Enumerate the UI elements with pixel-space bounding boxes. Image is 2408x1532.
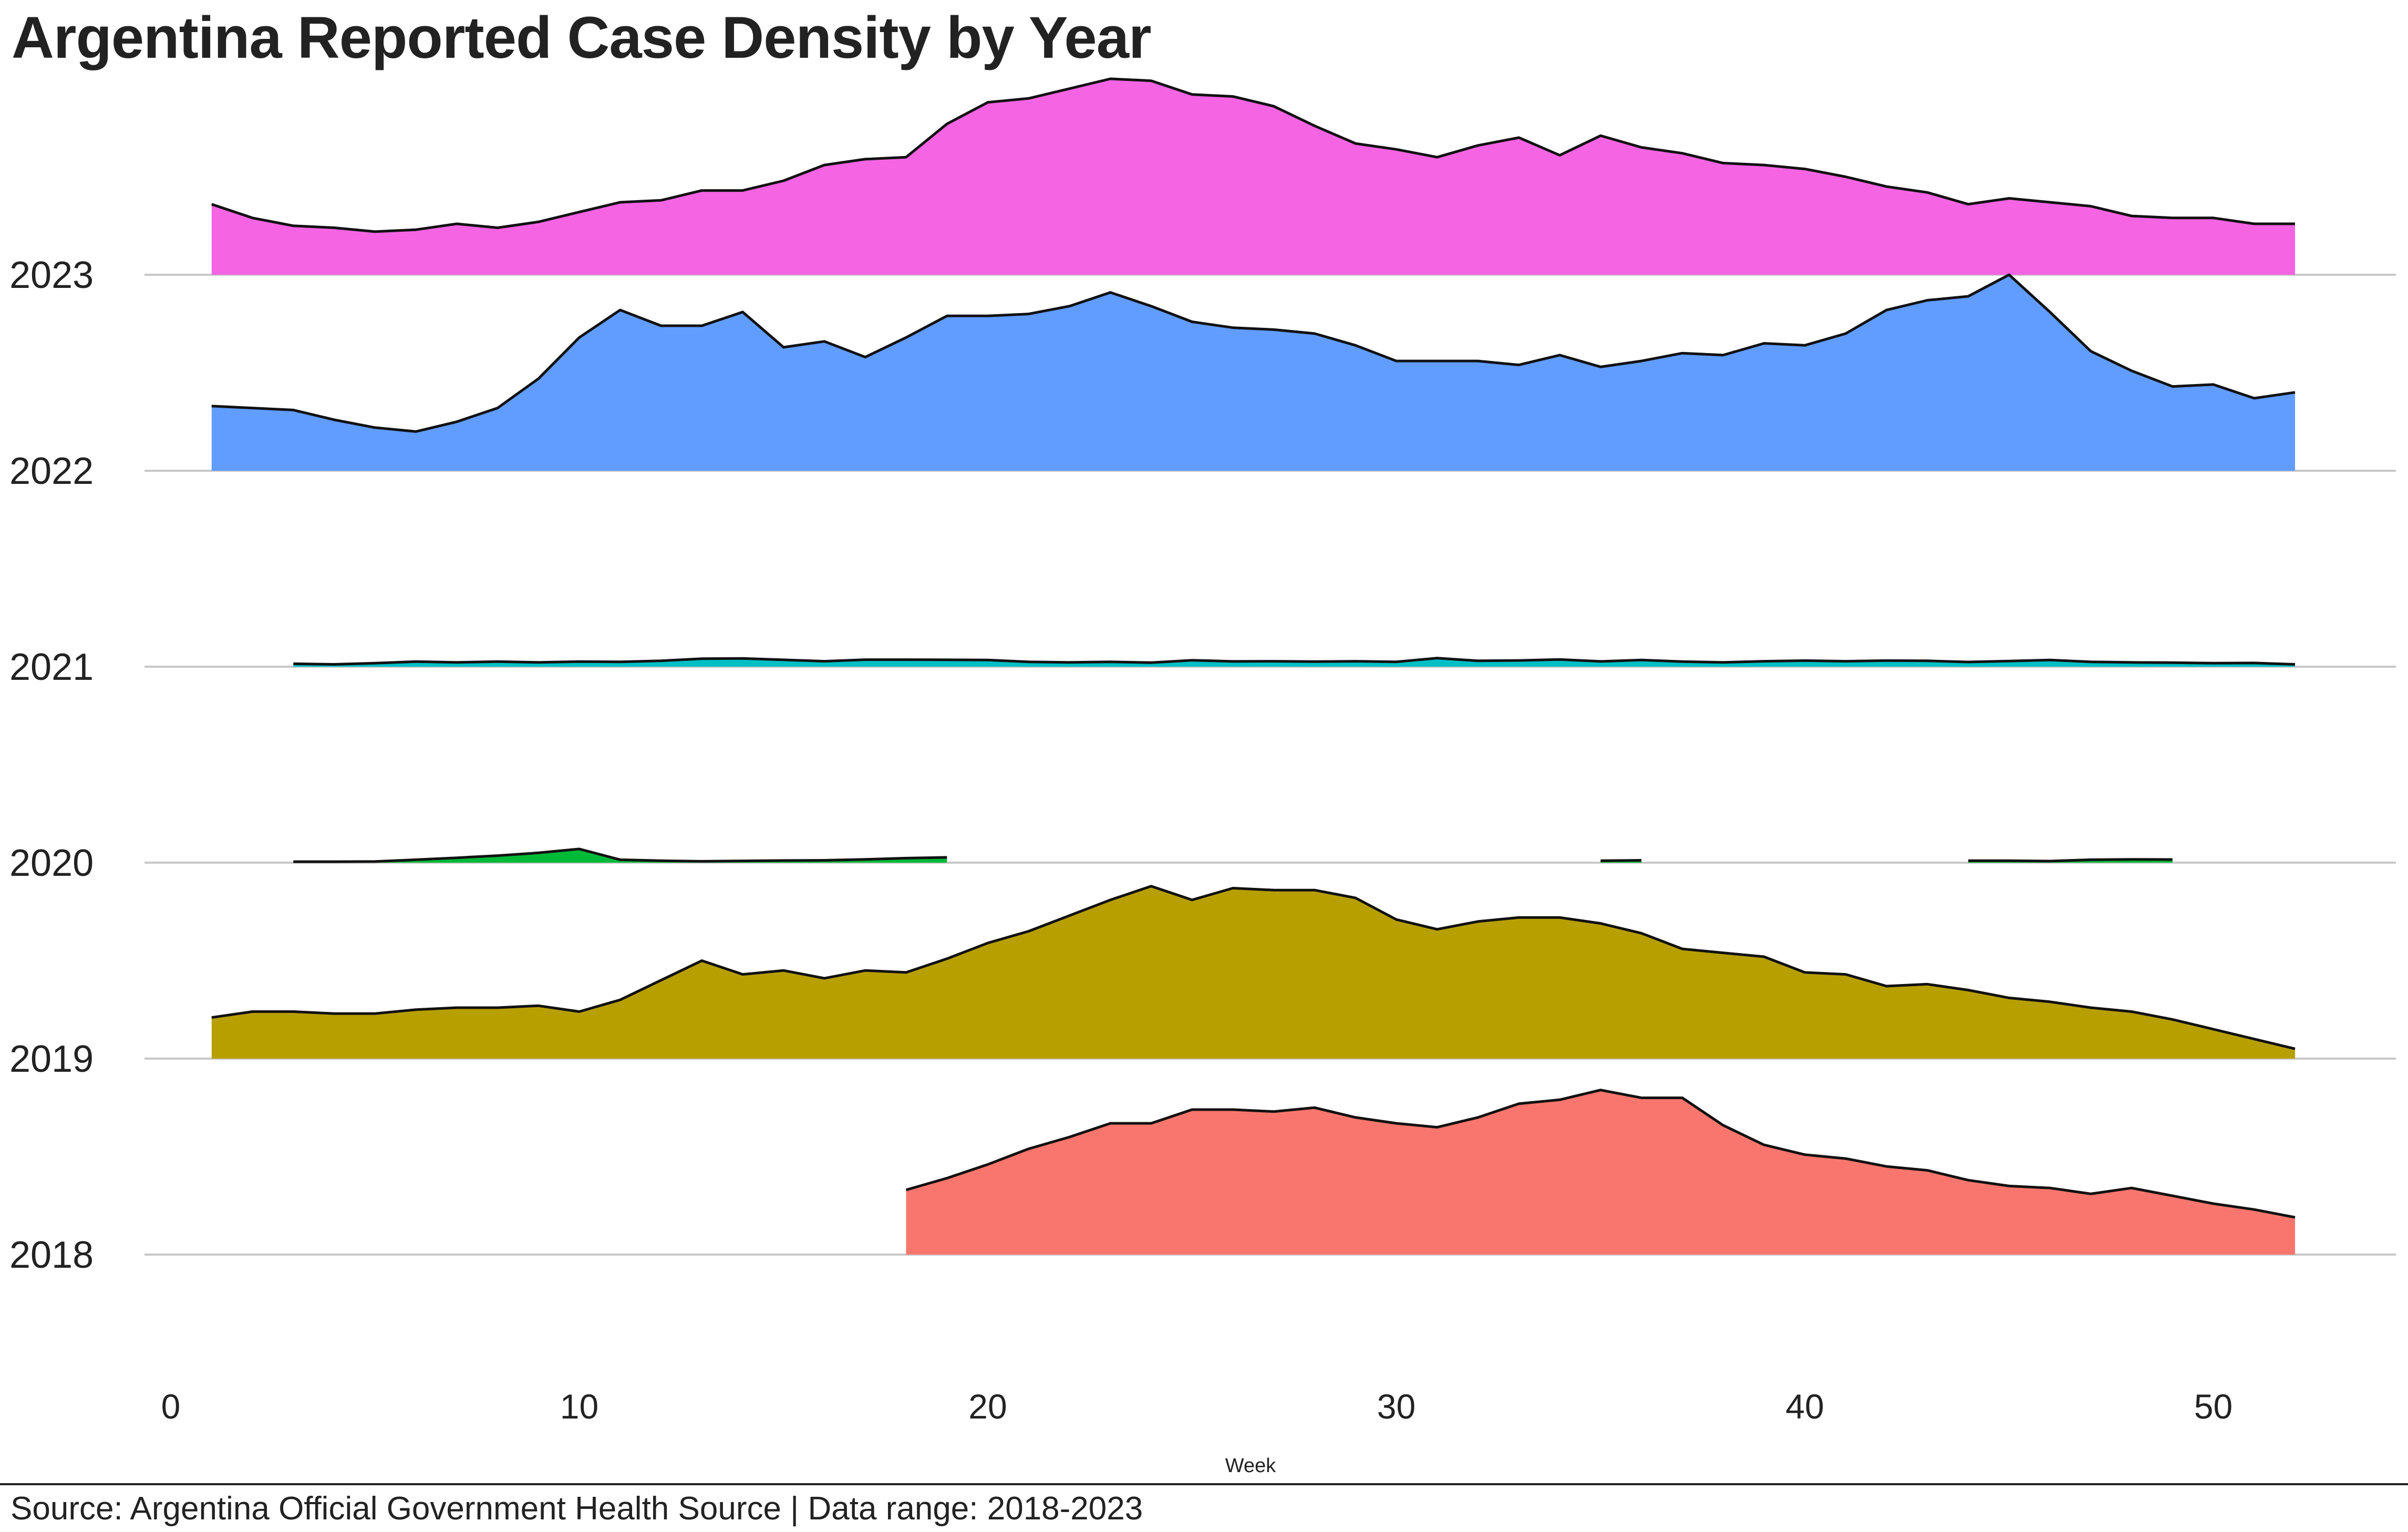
- x-tick-10: 10: [560, 1387, 598, 1426]
- outline-2021-0: [293, 657, 2296, 666]
- outline-2019-0: [211, 885, 2296, 1050]
- y-tick-2020: 2020: [9, 842, 94, 884]
- y-tick-2023: 2023: [9, 254, 94, 296]
- area-2019-0: [211, 886, 2295, 1059]
- outline-2020-2: [1968, 858, 2173, 863]
- footer-divider: [0, 1483, 2408, 1485]
- y-tick-labels: 2018 2019 2020 2021 2022 2023: [9, 254, 94, 1276]
- area-2023-0: [211, 79, 2295, 275]
- y-tick-2022: 2022: [9, 450, 94, 492]
- outline-2020-0: [293, 847, 947, 863]
- y-tick-2019: 2019: [9, 1038, 94, 1080]
- area-2020-0: [293, 848, 947, 863]
- area-2018-0: [906, 1090, 2295, 1255]
- x-tick-0: 0: [161, 1387, 181, 1426]
- chart-title: Argentina Reported Case Density by Year: [12, 5, 1152, 70]
- x-tick-labels: 0 10 20 30 40 50: [161, 1387, 2233, 1426]
- x-axis-label: Week: [1225, 1455, 1276, 1477]
- y-tick-2018: 2018: [9, 1234, 94, 1276]
- outline-2022-0: [211, 273, 2296, 433]
- area-2022-0: [211, 275, 2295, 471]
- y-tick-2021: 2021: [9, 646, 94, 688]
- x-tick-20: 20: [968, 1387, 1007, 1426]
- x-tick-40: 40: [1785, 1387, 1824, 1426]
- x-tick-50: 50: [2194, 1387, 2233, 1426]
- x-tick-30: 30: [1377, 1387, 1415, 1426]
- outline-2018-0: [905, 1089, 2296, 1219]
- density-areas: [211, 77, 2296, 1255]
- source-caption: Source: Argentina Official Government He…: [11, 1490, 1143, 1527]
- outline-2023-0: [211, 77, 2295, 233]
